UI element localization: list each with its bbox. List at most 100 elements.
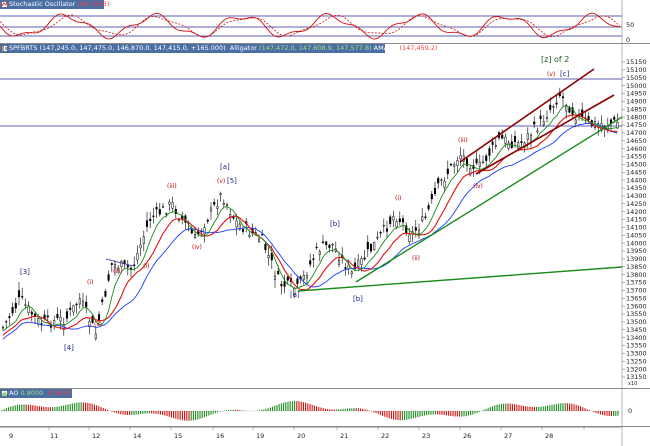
ao-header: AO 0.8000 -0.1633 [0,389,72,398]
candle-body [350,271,353,274]
price-axis-label: 15150 [626,58,647,66]
time-axis-label: 15 [174,432,182,440]
candle-body [568,107,571,113]
candle-body [213,202,216,205]
price-axis-label: 14900 [626,98,647,106]
price-axis-label: 14850 [626,105,647,113]
candle-body [222,202,225,205]
candle-body [517,142,520,149]
candle-body [507,142,510,149]
candle-body [30,311,33,315]
candle-body [533,121,536,125]
wave-label-i-right: (i) [395,195,401,202]
stochastic-pane[interactable]: Stochastic Oscillator (46.1533) 50 0 [0,0,650,44]
indicator-icon [1,0,8,8]
stochastic-d-line [0,14,621,38]
candle-body [475,158,478,164]
time-axis: 9 11 12 14 15 16 19 20 21 22 23 26 27 28 [0,427,650,446]
candle-body [193,234,197,238]
candle-body [219,193,222,196]
candle-body [69,307,72,310]
candle-body [171,202,174,209]
candle-body [555,102,558,105]
time-axis-label: 26 [463,432,471,440]
wave-label-a-lower: [a] [290,291,300,299]
time-axis-label: 20 [297,432,305,440]
wave-label-z-of-2: [z] of 2 [541,55,569,64]
candle-body [241,229,245,232]
candle-body [97,314,101,322]
candle-body [552,106,555,108]
candle-body [283,281,286,287]
price-axis-label: 14200 [626,208,647,216]
candle-body [149,218,152,221]
stochastic-header: Stochastic Oscillator (46.1533) [0,0,109,9]
ao-value-2: -0.1633 [45,389,71,397]
candle-body [574,119,577,124]
candle-body [331,243,334,246]
candle-body [209,207,213,212]
candle-body [248,234,251,237]
ama-value: (147,459.2) [399,44,438,52]
candle-body [59,317,62,322]
candle-body [78,298,81,305]
candle-body [405,225,408,233]
alligator-lips-line [2,105,618,332]
price-axis-label: 15050 [626,74,647,82]
time-axis-label: 23 [422,432,430,440]
candle-body [85,301,88,308]
candle-body [549,104,552,110]
candle-body [437,178,440,184]
candle-body [491,141,494,145]
candle-body [565,104,568,112]
candle-body [142,236,145,244]
ao-icon [1,389,8,397]
candle-body [165,213,168,215]
wave-label-a-upper: [a] [220,163,230,171]
alligator-jaw-line [2,122,618,340]
candle-body [488,148,491,156]
candle-body [536,130,539,133]
price-axis-label: 14500 [626,161,647,169]
price-axis-label: 13850 [626,263,647,271]
wave-label-v-top: (v) [547,71,555,78]
wave-label-iii-right: (iii) [458,137,468,144]
candle-body [56,313,59,319]
candle-body [501,134,504,139]
price-axis-label: 14700 [626,129,647,137]
candle-body [11,307,14,314]
candle-body [152,215,155,217]
candle-body [449,163,453,166]
price-pane[interactable]: SPFBRTS (147,245.0, 147,475.0, 146,870.0… [0,44,650,389]
candle-body [129,267,133,270]
candle-body [75,303,78,306]
time-axis-label: 9 [9,432,13,440]
price-axis-label: 14250 [626,200,647,208]
wave-label-4: [4] [64,344,74,352]
candle-body [401,218,405,223]
candle-body [24,304,27,306]
candle-body [382,224,385,227]
candle-body [337,259,341,265]
candle-body [8,316,11,318]
time-axis-label: 28 [545,432,553,440]
price-axis-label: 14100 [626,224,647,232]
ao-pane[interactable]: AO 0.8000 -0.1633 0 [0,389,650,427]
candle-body [37,318,40,325]
price-axis-label: 14750 [626,121,647,129]
candle-body [1,326,5,329]
candle-body [113,263,117,268]
candle-body [46,315,49,318]
price-axis-label: 13900 [626,255,647,263]
candle-body [17,290,21,298]
candle-body [177,219,181,221]
candle-body [542,121,545,126]
time-axis-label: 11 [50,432,58,440]
upper-channel-line-2 [475,94,615,175]
wave-label-c: [c] [560,70,570,78]
price-axis-label: 13400 [626,334,647,342]
candle-body [107,274,110,281]
candle-body [168,201,171,205]
candle-body [443,180,446,188]
price-axis-label: 13200 [626,365,647,373]
